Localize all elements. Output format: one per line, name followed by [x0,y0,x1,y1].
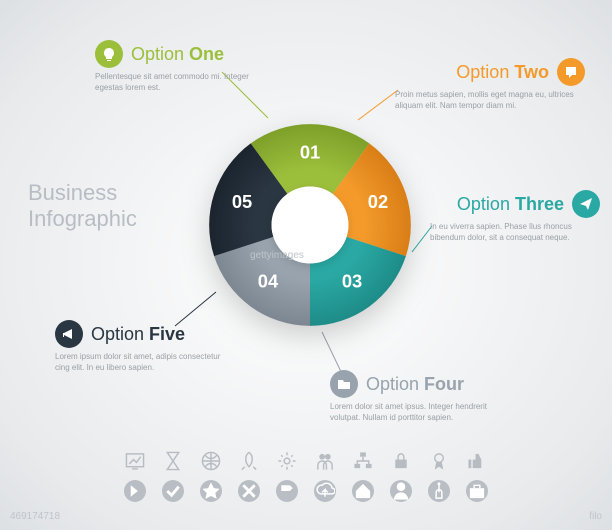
icon-row-2 [0,480,612,502]
main-title: Business Infographic [28,180,137,232]
ribbon-icon [428,450,450,472]
people-icon [314,450,336,472]
footer-credit: filo [589,511,602,522]
option-four: Option Four Lorem dolor sit amet ipsus. I… [330,370,515,424]
folder-icon [330,370,358,398]
watermark: gettyimages [250,250,304,261]
title-line1: Business [28,180,137,206]
option-two: ? Option Two Proin metus sapien, mollis eg… [395,58,585,112]
option-title-five: Option Five [91,324,185,345]
option-body-three: In eu viverra sapien. Phase llus rhoncus… [430,222,600,244]
tap-icon [428,480,450,502]
hourglass-icon [162,450,184,472]
org-icon [352,450,374,472]
donut-label-02: 02 [368,191,388,212]
icon-row-1 [0,450,612,472]
thumb-icon [466,450,488,472]
title-line2: Infographic [28,206,137,232]
home-icon [352,480,374,502]
donut-label-05: 05 [232,191,252,212]
question-icon: ? [557,58,585,86]
option-title-three: Option Three [457,194,564,215]
x-icon [238,480,260,502]
briefcase-icon [466,480,488,502]
globe-icon [200,450,222,472]
donut-label-03: 03 [342,271,362,292]
user-icon [390,480,412,502]
option-body-four: Lorem dolor sit amet ipsus. Integer hend… [330,402,515,424]
donut-chart: 01 02 03 04 05 [200,115,420,335]
option-title-two: Option Two [456,62,549,83]
option-body-one: Pellentesque sit amet commodo mi. Intege… [95,72,275,94]
watermark-text: gettyimages [250,250,304,261]
bulb-icon [95,40,123,68]
svg-text:?: ? [569,68,573,75]
option-title-four: Option Four [366,374,464,395]
paperplane-icon [572,190,600,218]
option-one: Option One Pellentesque sit amet commodo … [95,40,275,94]
check-icon [162,480,184,502]
option-body-two: Proin metus sapien, mollis eget magna eu… [395,90,585,112]
donut-svg: 01 02 03 04 05 [200,115,420,335]
footer-id: 469174718 [10,511,60,522]
megaphone-icon [55,320,83,348]
lock-icon [390,450,412,472]
donut-label-01: 01 [300,141,320,162]
star-icon [200,480,222,502]
gear-icon [276,450,298,472]
rocket-icon [238,450,260,472]
arrow-icon [124,480,146,502]
signpost-icon [276,480,298,502]
donut-label-04: 04 [258,271,279,292]
option-three: Option Three In eu viverra sapien. Phase … [430,190,600,244]
option-body-five: Lorem ipsum dolor sit amet, adipis conse… [55,352,230,374]
stage: Business Infographic 01 02 03 04 05 Option O… [0,0,612,530]
chart-icon [124,450,146,472]
cloudup-icon [314,480,336,502]
option-five: Option Five Lorem ipsum dolor sit amet, a… [55,320,230,374]
option-title-one: Option One [131,44,224,65]
